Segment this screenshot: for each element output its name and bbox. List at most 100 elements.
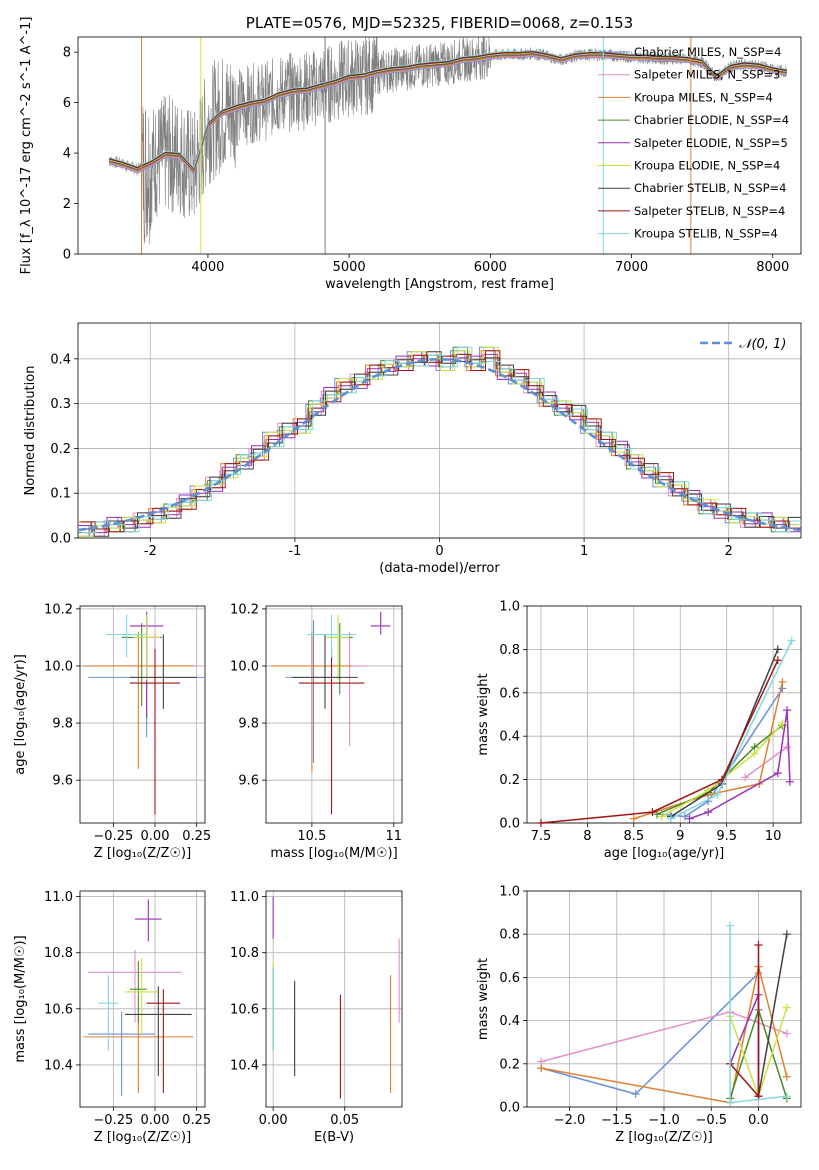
histogram-step [78,346,801,537]
weight-marker [750,749,759,758]
x-tick-label: 0 [435,544,443,559]
axes-frame [265,605,403,824]
y-tick-label: 11.0 [230,890,259,905]
x-tick-label: 0.00 [141,829,170,844]
weight-marker [680,812,689,821]
y-tick-label: 9.8 [238,717,259,732]
histogram-area [78,346,801,537]
model-spectrum-line [108,54,787,174]
weight-marker [778,719,787,728]
weight-marker [785,777,794,786]
y-tick-label: 4 [63,147,71,162]
weight-line [633,681,784,820]
x-tick-label: 9 [676,829,684,844]
ebv-vs-mass-panel: 0.00 0.05 10.4 10.6 10.8 11.0 E(B-V) [230,890,403,1145]
x-tick-label: 1 [580,544,588,559]
x-tick-label: 7000 [615,260,648,275]
model-spectrum-line [108,51,787,171]
y-tick-label: 0.2 [499,1057,520,1072]
x-tick-label: 8 [583,829,591,844]
z-vs-mass-panel: −0.25 0.00 0.25 10.4 10.6 10.8 11.0 Z [log₁₀(Z/… [13,890,211,1145]
axes-frame [526,605,802,824]
legend-label: Salpeter ELODIE, N_SSP=5 [634,136,788,150]
y-axis-label: mass weight [476,673,491,755]
spectrum-panel: 4000 5000 6000 7000 8000 0 2 4 6 8 wavelength [Ang… [19,14,802,292]
axes-frame [79,605,206,824]
x-axis-label: Z [log₁₀(Z/Z☉)] [615,1130,712,1145]
x-tick-label: 6000 [474,260,507,275]
model-spectrum-line [108,55,787,174]
y-tick-label: 10.8 [230,946,259,961]
x-axis-label: E(B-V) [314,1130,354,1145]
x-tick-label: 10.5 [297,829,326,844]
weight-marker [666,814,675,823]
x-tick-label: −1.0 [648,1113,680,1128]
weight-line [656,724,783,815]
weight-line [744,746,788,779]
y-tick-label: 0.0 [499,1101,520,1116]
legend-label: Kroupa MILES, N_SSP=4 [634,90,773,104]
y-tick-label: 0.4 [499,1014,520,1029]
x-tick-label: -2 [144,544,157,559]
x-tick-label: 9.5 [716,829,737,844]
y-tick-label: 10.8 [44,946,73,961]
y-axis-label: mass [log₁₀(M/M☉)] [13,935,28,1062]
weight-marker [782,1029,791,1038]
weight-marker [773,656,782,665]
model-spectrum-line [108,53,787,173]
residual-histogram-panel: -2 -1 0 1 2 0.0 0.1 0.2 0.3 0.4 (data-model)/error… [23,322,802,576]
weight-line [540,659,779,824]
weight-marker [773,645,782,654]
y-tick-label: 0.6 [499,686,520,701]
y-tick-label: 0.8 [499,643,520,658]
y-tick-label: 1.0 [499,885,520,900]
y-tick-label: 10.2 [230,602,259,617]
weight-marker [713,790,722,799]
x-tick-label: 5000 [333,260,366,275]
weight-line [689,710,791,820]
weight-marker [783,706,792,715]
weight-marker [648,808,657,817]
weight-marker [754,941,763,949]
model-spectrum-line [108,49,787,169]
weight-marker [657,812,666,821]
weight-line [541,971,760,1097]
weight-line [661,688,784,818]
y-tick-label: 0.2 [499,773,520,788]
y-tick-label: 10.4 [44,1058,73,1073]
weight-marker [537,1064,546,1073]
legend: Chabrier MILES, N_SSP=4 Salpeter MILES, N… [598,45,789,241]
histogram-step [79,351,801,537]
histogram-step [78,351,799,537]
x-tick-label: 0.25 [182,829,211,844]
y-tick-label: 9.8 [52,717,73,732]
x-tick-label: −0.25 [93,829,133,844]
x-axis-label: age [log₁₀(age/yr)] [604,846,725,861]
age-mass-weight-panel: 7.5 8 8.5 9 9.5 10 0.0 0.2 0.4 0.6 0.8 1.0 age [log₁… [476,600,802,861]
z-vs-age-panel: −0.25 0.00 0.25 9.6 9.8 10.0 10.2 Z [log₁₀(Z/Z☉… [13,602,211,861]
x-tick-label: 8.5 [623,829,644,844]
model-spectrum-line [108,52,787,172]
model-spectrum-line [108,55,787,175]
y-axis-label: age [log₁₀(age/yr)] [13,654,28,775]
x-tick-label: 2 [725,544,733,559]
weight-marker [629,814,638,823]
y-tick-label: 0.2 [50,442,71,457]
x-tick-label: 8000 [756,260,789,275]
y-tick-label: 0.8 [499,928,520,943]
y-tick-label: 9.6 [238,774,259,789]
x-tick-label: 0.00 [141,1113,170,1128]
weight-line [661,722,783,818]
y-tick-label: 9.6 [52,774,73,789]
x-axis-label: wavelength [Angstrom, rest frame] [325,277,554,292]
axes-frame [79,890,206,1108]
histogram-step [80,350,801,533]
y-tick-label: 10.6 [230,1002,259,1017]
weight-marker [726,1098,735,1107]
weight-marker [782,1072,791,1081]
y-tick-label: 0 [63,248,71,263]
legend-label: Chabrier STELIB, N_SSP=4 [634,181,786,195]
x-axis-label: Z [log₁₀(Z/Z☉)] [94,846,191,861]
x-tick-label: 11 [386,829,403,844]
